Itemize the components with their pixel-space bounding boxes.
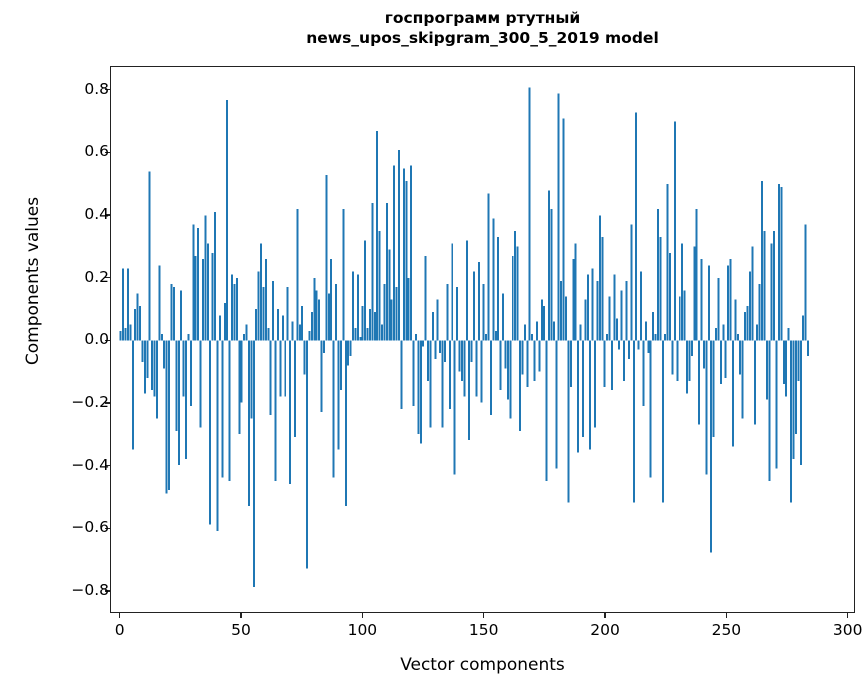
chart-title-line-1: госпрограмм ртутный [384, 9, 581, 27]
y-tick-mark [105, 214, 110, 216]
x-tick-mark [119, 613, 121, 618]
x-tick-mark [604, 613, 606, 618]
y-tick-mark [105, 88, 110, 91]
x-tick-mark [483, 613, 485, 618]
x-tick-label: 100 [347, 621, 378, 639]
y-tick-label: −0.8 [71, 581, 109, 600]
y-tick-label: 0.0 [84, 330, 109, 349]
plot-area [110, 66, 855, 613]
y-tick-label: 0.2 [84, 267, 109, 286]
x-tick-mark [240, 613, 242, 618]
x-tick-label: 50 [231, 621, 251, 639]
x-tick-label: 150 [468, 621, 499, 639]
y-tick-mark [105, 527, 110, 529]
x-tick-label: 300 [832, 621, 863, 639]
chart-title: госпрограмм ртутный news_upos_skipgram_3… [110, 8, 855, 48]
y-tick-mark [105, 151, 110, 153]
x-tick-label: 250 [711, 621, 742, 639]
x-tick-label: 200 [590, 621, 620, 639]
y-tick-label: −0.2 [71, 392, 109, 411]
y-tick-mark [105, 339, 110, 341]
bar-series-svg [119, 87, 810, 588]
x-tick-label: 0 [114, 621, 125, 639]
y-tick-mark [105, 590, 110, 592]
chart-title-line-2: news_upos_skipgram_300_5_2019 model [306, 29, 659, 47]
y-tick-mark [105, 402, 110, 404]
y-tick-label: 0.4 [84, 204, 109, 223]
y-tick-label: −0.4 [71, 455, 109, 474]
y-tick-mark [105, 276, 110, 279]
y-tick-label: −0.6 [71, 518, 109, 537]
y-tick-mark [105, 465, 110, 467]
x-tick-mark [361, 613, 364, 618]
x-tick-mark [847, 613, 849, 618]
y-axis-label: Components values [23, 196, 43, 366]
y-tick-label: 0.8 [84, 79, 109, 98]
x-axis-label: Vector components [400, 655, 565, 675]
y-tick-label: 0.6 [84, 142, 109, 161]
x-tick-mark [725, 613, 728, 618]
